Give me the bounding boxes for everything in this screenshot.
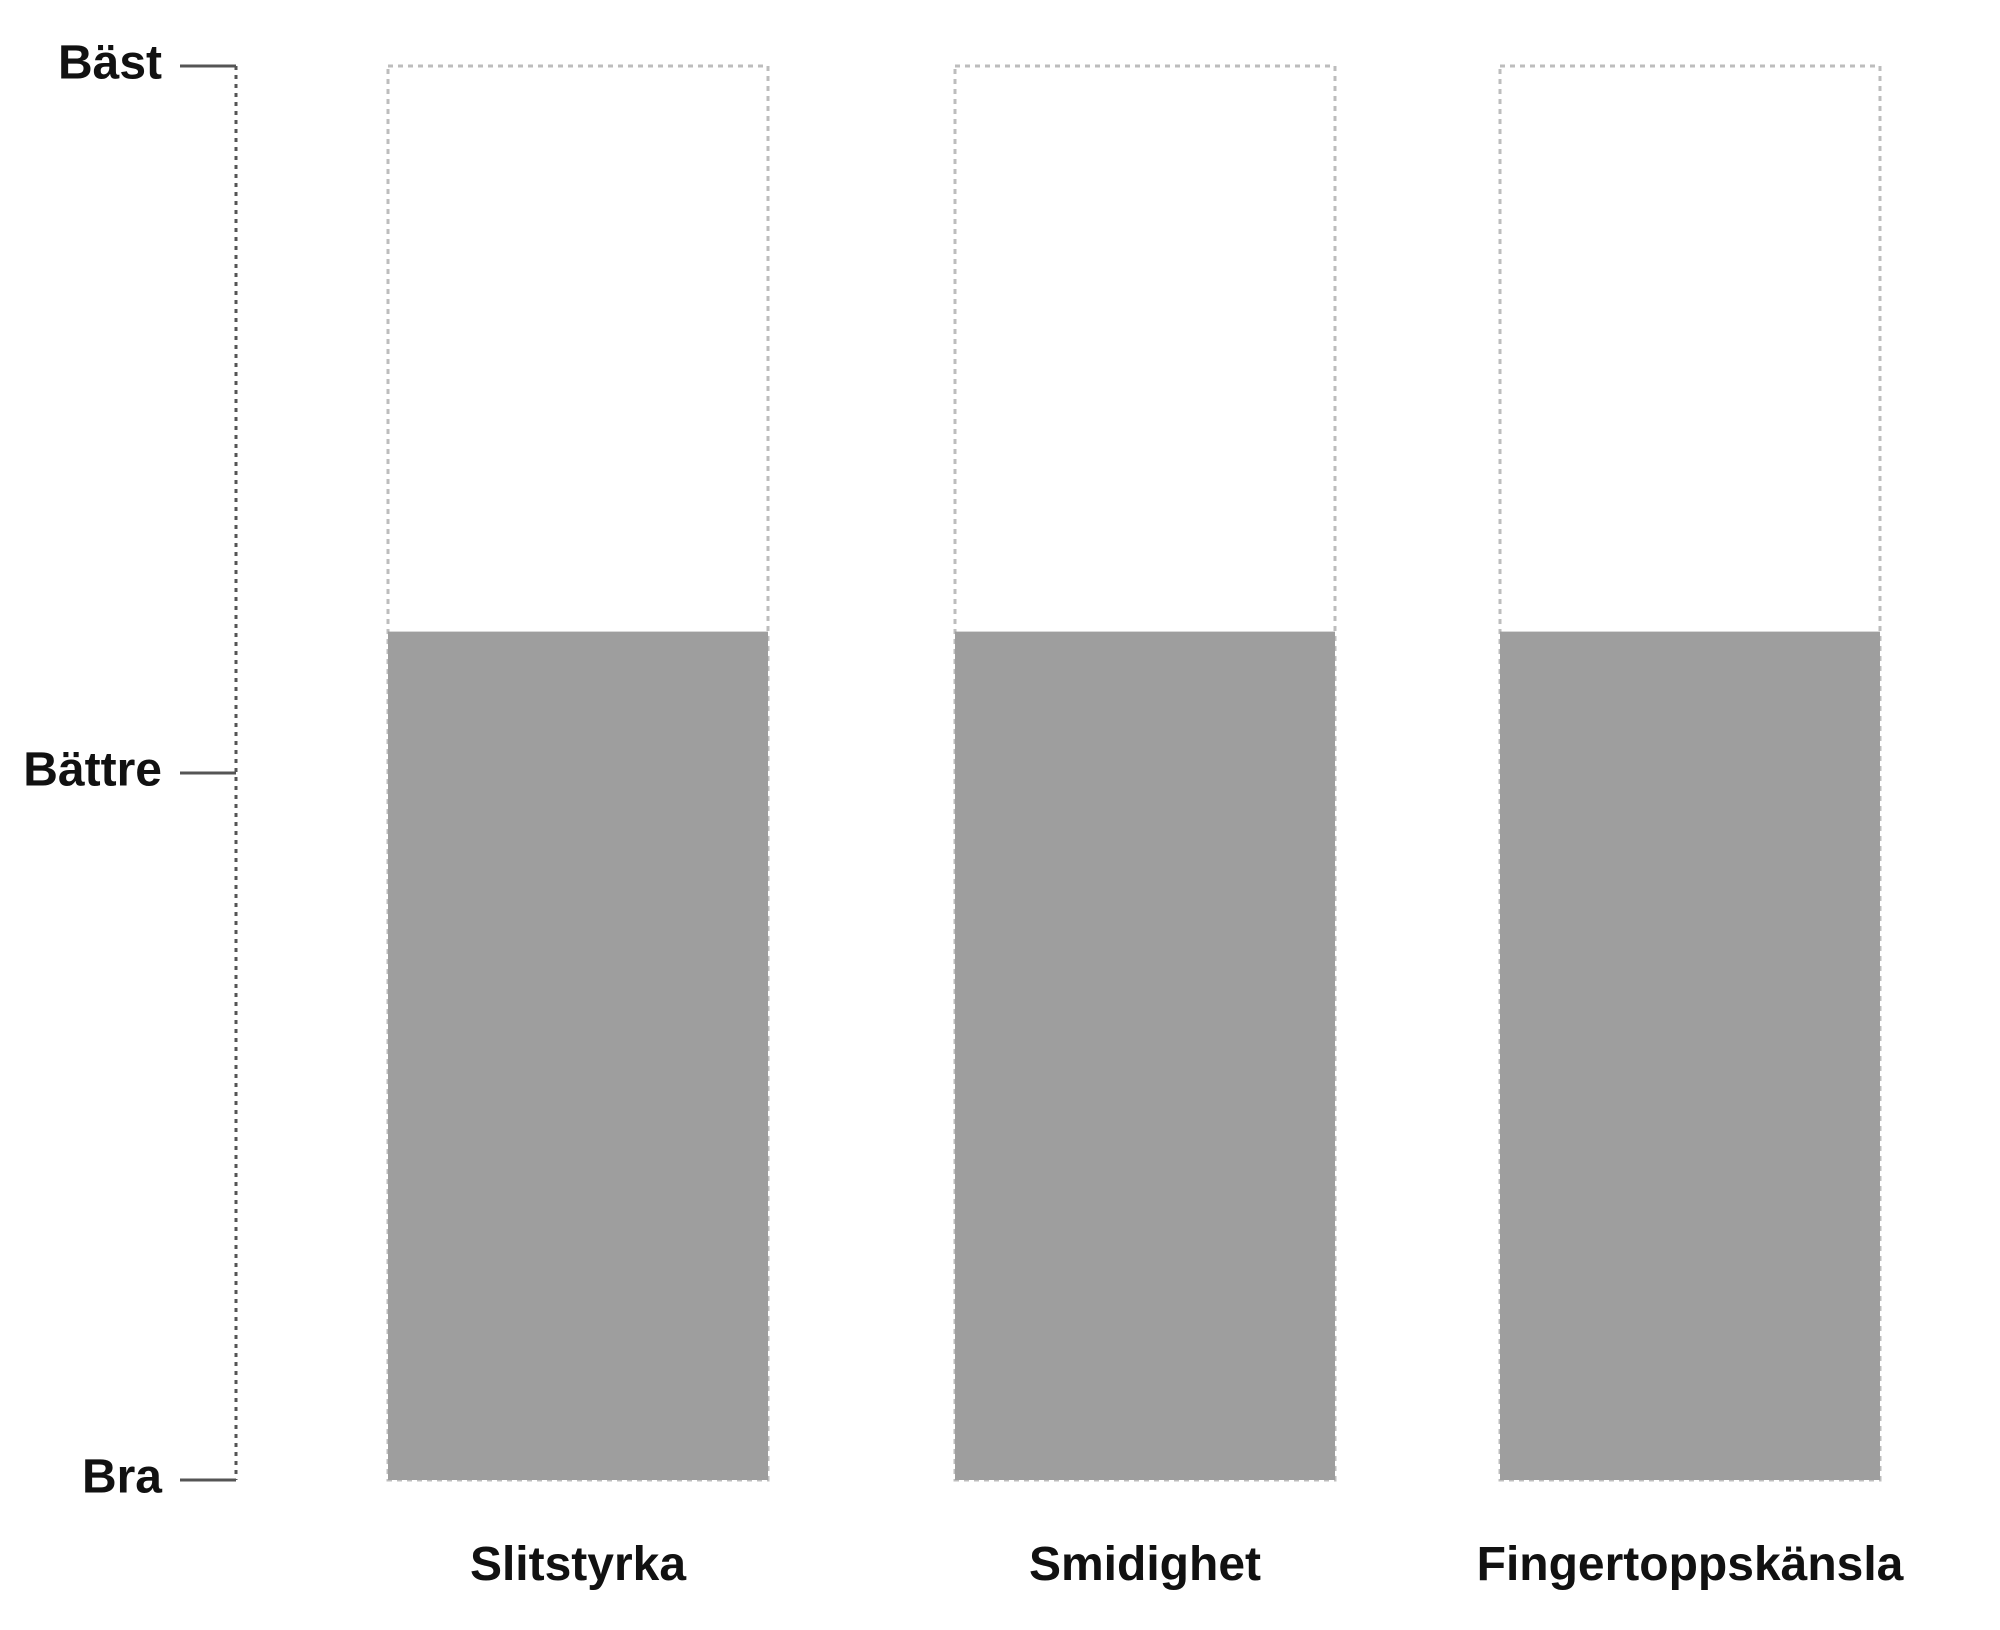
bar (388, 631, 768, 1480)
y-tick-label: Bättre (23, 744, 162, 797)
y-tick-label: Bäst (58, 37, 162, 90)
bar (955, 631, 1335, 1480)
bar (1500, 631, 1880, 1480)
y-axis: Bra Bättre Bäst (23, 37, 238, 1504)
category-labels: Slitstyrka Smidighet Fingertoppskänsla (470, 1538, 1904, 1591)
y-tick-label: Bra (82, 1451, 162, 1504)
category-label: Smidighet (1029, 1538, 1261, 1591)
category-label: Slitstyrka (470, 1538, 686, 1591)
bars (386, 64, 1882, 1482)
category-label: Fingertoppskänsla (1477, 1538, 1904, 1591)
